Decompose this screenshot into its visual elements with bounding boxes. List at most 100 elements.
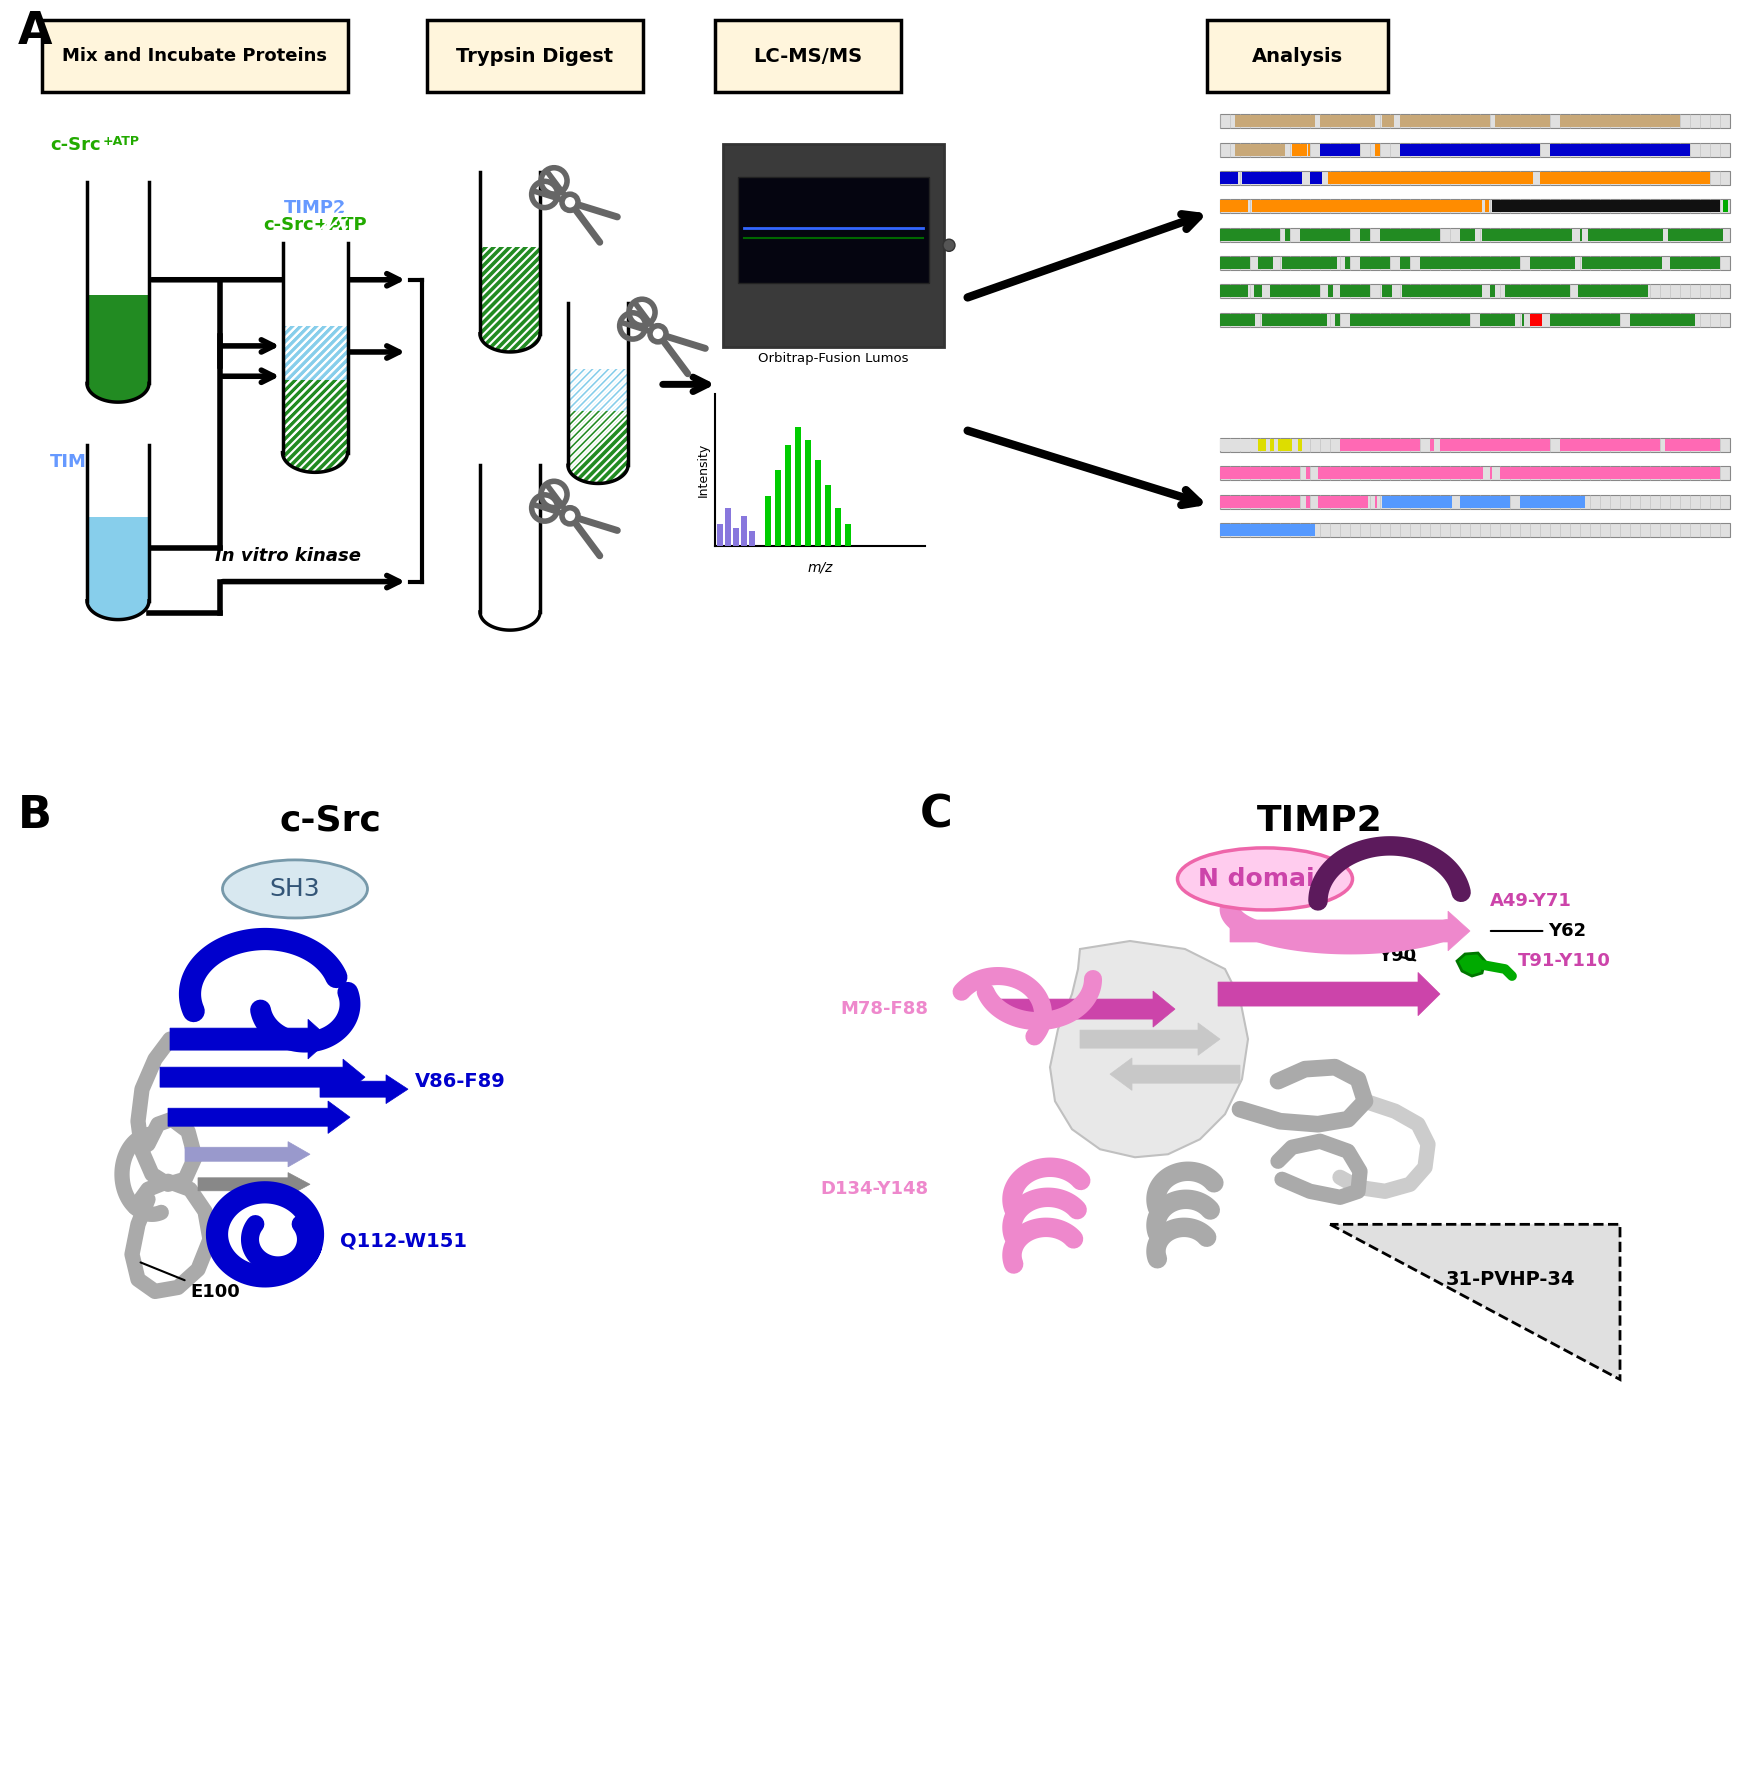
Polygon shape bbox=[171, 1020, 329, 1058]
FancyBboxPatch shape bbox=[1483, 228, 1573, 241]
Ellipse shape bbox=[481, 315, 541, 352]
FancyBboxPatch shape bbox=[1375, 496, 1377, 508]
Text: LC-MS/MS: LC-MS/MS bbox=[754, 46, 863, 65]
FancyBboxPatch shape bbox=[1669, 257, 1720, 269]
Polygon shape bbox=[167, 1101, 350, 1133]
FancyBboxPatch shape bbox=[1581, 257, 1662, 269]
FancyBboxPatch shape bbox=[86, 517, 150, 600]
FancyBboxPatch shape bbox=[1328, 285, 1333, 297]
FancyBboxPatch shape bbox=[1419, 257, 1520, 269]
FancyBboxPatch shape bbox=[738, 177, 930, 283]
FancyBboxPatch shape bbox=[1293, 143, 1307, 156]
FancyBboxPatch shape bbox=[42, 19, 349, 92]
FancyBboxPatch shape bbox=[1220, 228, 1729, 242]
Text: I112-M122: I112-M122 bbox=[1294, 991, 1402, 1011]
Text: Y62: Y62 bbox=[1492, 922, 1587, 940]
Polygon shape bbox=[185, 1142, 310, 1166]
FancyBboxPatch shape bbox=[1522, 313, 1523, 326]
Bar bbox=[748, 531, 755, 547]
FancyBboxPatch shape bbox=[1495, 115, 1550, 127]
FancyBboxPatch shape bbox=[481, 172, 541, 335]
FancyBboxPatch shape bbox=[1252, 200, 1483, 212]
FancyBboxPatch shape bbox=[1282, 257, 1337, 269]
Text: c-Src: c-Src bbox=[49, 136, 100, 154]
FancyBboxPatch shape bbox=[569, 370, 629, 411]
FancyBboxPatch shape bbox=[1345, 257, 1351, 269]
FancyBboxPatch shape bbox=[1328, 172, 1534, 184]
FancyBboxPatch shape bbox=[1580, 228, 1581, 241]
FancyBboxPatch shape bbox=[724, 143, 944, 347]
FancyBboxPatch shape bbox=[1460, 228, 1476, 241]
FancyBboxPatch shape bbox=[1234, 143, 1286, 156]
FancyBboxPatch shape bbox=[1220, 200, 1249, 212]
Text: m/z: m/z bbox=[807, 561, 833, 573]
FancyBboxPatch shape bbox=[86, 182, 150, 384]
FancyBboxPatch shape bbox=[1220, 467, 1300, 480]
FancyBboxPatch shape bbox=[1270, 285, 1321, 297]
FancyBboxPatch shape bbox=[1500, 467, 1720, 480]
Bar bbox=[785, 444, 791, 547]
Text: M78-F88: M78-F88 bbox=[840, 1000, 928, 1018]
FancyBboxPatch shape bbox=[1317, 467, 1483, 480]
FancyBboxPatch shape bbox=[1310, 172, 1323, 184]
Bar bbox=[717, 524, 724, 547]
FancyBboxPatch shape bbox=[1400, 115, 1490, 127]
Ellipse shape bbox=[86, 582, 150, 620]
FancyBboxPatch shape bbox=[1263, 313, 1328, 326]
FancyBboxPatch shape bbox=[1381, 228, 1440, 241]
FancyBboxPatch shape bbox=[1490, 467, 1492, 480]
Text: Intensity: Intensity bbox=[697, 442, 710, 497]
FancyBboxPatch shape bbox=[282, 381, 347, 453]
FancyBboxPatch shape bbox=[1220, 285, 1249, 297]
FancyBboxPatch shape bbox=[1668, 228, 1722, 241]
Text: c-Src: c-Src bbox=[278, 804, 380, 837]
FancyBboxPatch shape bbox=[1206, 19, 1388, 92]
Text: TIMP2: TIMP2 bbox=[284, 200, 347, 218]
FancyBboxPatch shape bbox=[1220, 466, 1729, 480]
Text: Orbitrap-Fusion Lumos: Orbitrap-Fusion Lumos bbox=[759, 352, 909, 365]
FancyBboxPatch shape bbox=[1588, 228, 1662, 241]
FancyBboxPatch shape bbox=[1402, 285, 1483, 297]
FancyBboxPatch shape bbox=[1430, 439, 1433, 451]
FancyBboxPatch shape bbox=[1506, 285, 1571, 297]
FancyBboxPatch shape bbox=[1257, 257, 1273, 269]
Ellipse shape bbox=[86, 365, 150, 402]
Bar bbox=[815, 460, 821, 547]
FancyBboxPatch shape bbox=[1220, 228, 1280, 241]
FancyBboxPatch shape bbox=[1300, 228, 1351, 241]
FancyBboxPatch shape bbox=[1321, 143, 1359, 156]
FancyBboxPatch shape bbox=[1308, 143, 1310, 156]
FancyBboxPatch shape bbox=[1479, 313, 1514, 326]
Polygon shape bbox=[321, 1074, 409, 1103]
FancyBboxPatch shape bbox=[1351, 313, 1470, 326]
FancyBboxPatch shape bbox=[1492, 200, 1720, 212]
FancyBboxPatch shape bbox=[1375, 143, 1381, 156]
Polygon shape bbox=[160, 1058, 365, 1096]
FancyBboxPatch shape bbox=[86, 444, 150, 600]
FancyBboxPatch shape bbox=[1298, 439, 1301, 451]
FancyBboxPatch shape bbox=[715, 19, 902, 92]
FancyBboxPatch shape bbox=[1722, 200, 1728, 212]
FancyBboxPatch shape bbox=[1220, 257, 1729, 271]
FancyBboxPatch shape bbox=[1286, 228, 1291, 241]
Text: 31-PVHP-34: 31-PVHP-34 bbox=[1446, 1269, 1574, 1289]
Ellipse shape bbox=[569, 448, 629, 483]
Text: c-Src+ATP: c-Src+ATP bbox=[262, 216, 366, 234]
Polygon shape bbox=[1229, 912, 1470, 950]
FancyBboxPatch shape bbox=[569, 411, 629, 466]
FancyBboxPatch shape bbox=[1530, 313, 1543, 326]
Text: B: B bbox=[18, 793, 53, 837]
FancyBboxPatch shape bbox=[1400, 257, 1411, 269]
FancyBboxPatch shape bbox=[1490, 285, 1495, 297]
Text: TIMP2: TIMP2 bbox=[49, 453, 113, 471]
FancyBboxPatch shape bbox=[282, 326, 347, 381]
FancyBboxPatch shape bbox=[1220, 257, 1250, 269]
Bar bbox=[764, 496, 771, 547]
Polygon shape bbox=[1330, 1225, 1620, 1379]
FancyBboxPatch shape bbox=[1382, 496, 1453, 508]
Text: SH3: SH3 bbox=[269, 876, 321, 901]
Polygon shape bbox=[1456, 952, 1485, 975]
FancyBboxPatch shape bbox=[1340, 285, 1370, 297]
FancyBboxPatch shape bbox=[1550, 313, 1620, 326]
FancyBboxPatch shape bbox=[86, 296, 150, 384]
